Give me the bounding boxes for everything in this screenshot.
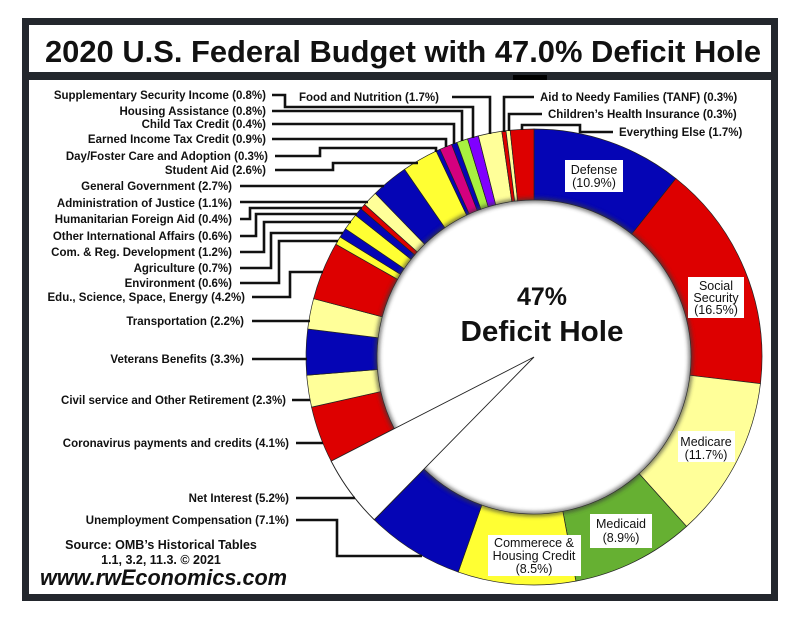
label-line: Housing Credit — [493, 549, 576, 563]
center-label-percent: 47% — [517, 283, 567, 311]
label-box — [590, 514, 652, 548]
label-housing-assistance: Housing Assistance (0.8%) — [119, 106, 266, 118]
slice-label-defense: Defense (10.9%) — [565, 160, 623, 192]
slice-label-medicaid: Medicaid (8.9%) — [590, 514, 652, 548]
label-box — [688, 277, 744, 318]
label-box — [678, 431, 735, 462]
label-general-government: General Government (2.7%) — [81, 181, 232, 193]
label-supplementary-security-income: Supplementary Security Income (0.8%) — [54, 90, 266, 102]
label-veterans-benefits: Veterans Benefits (3.3%) — [110, 354, 244, 366]
label-other-international-affairs: Other International Affairs (0.6%) — [53, 231, 232, 243]
title-panel — [29, 25, 771, 72]
leader-line-earned-income-tax-credit — [272, 137, 448, 147]
label-aid-to-needy-families: Aid to Needy Families (TANF) (0.3%) — [540, 92, 737, 104]
label-transportation: Transportation (2.2%) — [126, 316, 244, 328]
leader-line-supplementary-security-income — [272, 93, 475, 138]
leader-line-unemployment-compensation — [296, 518, 422, 558]
label-com-reg-development: Com. & Reg. Development (1.2%) — [51, 247, 232, 259]
leader-line-other-international-affairs — [240, 212, 357, 238]
frame-tab — [513, 75, 547, 80]
label-box — [565, 160, 623, 192]
leader-line-agriculture — [240, 231, 343, 270]
label-everything-else: Everything Else (1.7%) — [619, 127, 743, 139]
slice-net-interest-wedge — [330, 356, 535, 521]
label-civil-service-retirement: Civil service and Other Retirement (2.3%… — [61, 395, 286, 407]
label-food-and-nutrition: Food and Nutrition (1.7%) — [299, 92, 439, 104]
label-value: (8.9%) — [603, 531, 640, 545]
ring-inner-shadow — [375, 198, 693, 516]
label-line: Medicare — [680, 435, 731, 449]
leader-line-humanitarian-foreign-aid — [240, 206, 362, 221]
leader-line-com-reg-development — [240, 220, 351, 254]
leader-line-day-foster-care-adoption — [275, 146, 438, 158]
label-unemployment-compensation: Unemployment Compensation (7.1%) — [86, 515, 289, 527]
label-child-tax-credit: Child Tax Credit (0.4%) — [142, 119, 267, 131]
leader-line-environment — [240, 239, 338, 285]
source-line-1: Source: OMB’s Historical Tables — [65, 538, 257, 552]
website-link[interactable]: www.rwEconomics.com — [40, 565, 287, 590]
donut-overlay — [330, 198, 693, 521]
leader-line-child-tax-credit — [272, 122, 456, 144]
leader-line-everything-else — [520, 123, 613, 134]
label-line: Social — [699, 279, 733, 293]
label-humanitarian-foreign-aid: Humanitarian Foreign Aid (0.4%) — [55, 214, 232, 226]
leader-line-food-and-nutrition — [452, 95, 492, 134]
slice-label-commerce-housing-credit: Commerece & Housing Credit (8.5%) — [488, 535, 581, 576]
source-line-2: 1.1, 3.2, 11.3. © 2021 — [101, 553, 221, 567]
leader-line-childrens-health-insurance — [507, 112, 542, 131]
label-day-foster-care-adoption: Day/Foster Care and Adoption (0.3%) — [66, 151, 268, 163]
leader-line-edu-science-space-energy — [252, 270, 323, 299]
label-student-aid: Student Aid (2.6%) — [165, 165, 266, 177]
center-label-title: Deficit Hole — [461, 316, 624, 348]
label-line: Security — [693, 291, 739, 305]
label-value: (10.9%) — [572, 176, 616, 190]
label-line: Defense — [571, 163, 618, 177]
label-box — [488, 535, 581, 576]
label-environment: Environment (0.6%) — [125, 278, 233, 290]
label-line: Commerece & — [494, 536, 575, 550]
label-edu-science-space-energy: Edu., Science, Space, Energy (4.2%) — [48, 292, 246, 304]
label-earned-income-tax-credit: Earned Income Tax Credit (0.9%) — [88, 134, 266, 146]
label-value: (8.5%) — [516, 562, 553, 576]
chart-title: 2020 U.S. Federal Budget with 47.0% Defi… — [45, 34, 761, 69]
leader-line-housing-assistance — [272, 109, 464, 141]
leader-line-aid-to-needy-families — [502, 95, 534, 132]
label-agriculture: Agriculture (0.7%) — [134, 263, 233, 275]
label-coronavirus-payments: Coronavirus payments and credits (4.1%) — [63, 438, 289, 450]
label-net-interest: Net Interest (5.2%) — [189, 493, 290, 505]
leader-lines — [240, 93, 613, 558]
external-labels: Supplementary Security Income (0.8%) Hou… — [48, 90, 743, 527]
label-childrens-health-insurance: Children’s Health Insurance (0.3%) — [548, 109, 737, 121]
label-value: (16.5%) — [694, 303, 738, 317]
slice-label-social-security: Social Security (16.5%) — [688, 277, 744, 318]
leader-line-student-aid — [275, 161, 418, 172]
slice-label-medicare: Medicare (11.7%) — [678, 431, 735, 462]
label-value: (11.7%) — [685, 448, 728, 462]
label-administration-of-justice: Administration of Justice (1.1%) — [57, 198, 232, 210]
label-line: Medicaid — [596, 517, 646, 531]
